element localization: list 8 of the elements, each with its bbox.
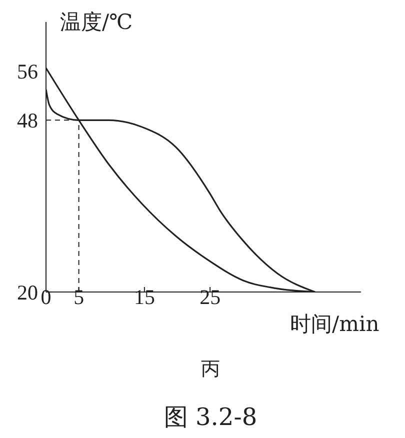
x-axis-title: 时间/min (290, 311, 380, 338)
y-axis-title: 温度/℃ (60, 9, 133, 36)
y-tick-label: 48 (17, 108, 38, 133)
x-tick-label: 0 (40, 284, 52, 309)
text: 丙 (200, 357, 221, 382)
caption: 图 3.2-8 (162, 402, 258, 433)
y-tick-label: 20 (17, 280, 38, 304)
y-tick-label: 56 (17, 60, 38, 84)
